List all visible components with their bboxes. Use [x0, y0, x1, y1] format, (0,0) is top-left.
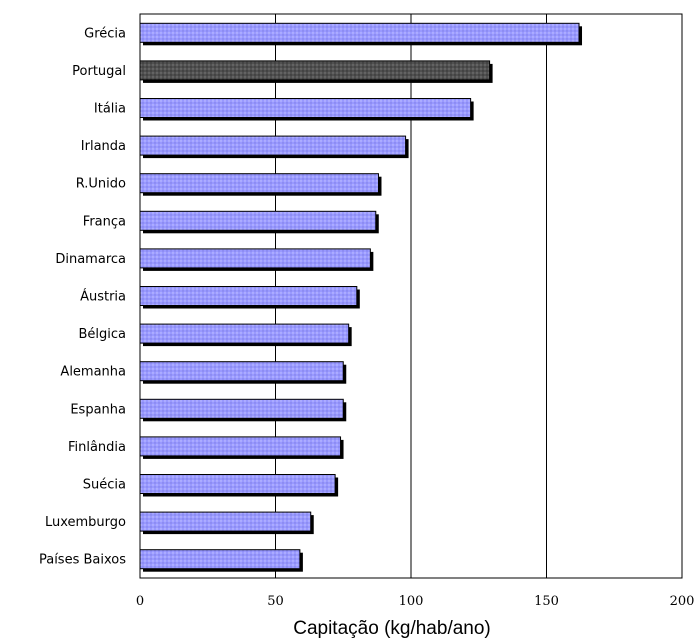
category-label: Áustria: [80, 289, 126, 305]
category-label: Dinamarca: [55, 252, 126, 267]
x-tick-label: 150: [534, 594, 559, 609]
x-tick-label: 50: [267, 594, 284, 609]
plot-frame: [139, 13, 683, 579]
bar-dinamarca: [139, 248, 371, 269]
bar-luxemburgo: [139, 511, 312, 532]
category-label: Itália: [94, 102, 126, 117]
category-label: Finlândia: [68, 440, 126, 455]
category-label: Alemanha: [60, 365, 126, 380]
category-label: Irlanda: [81, 139, 126, 154]
bar-alemanha: [139, 361, 344, 382]
bar-r-unido: [139, 173, 379, 194]
bar-espanha: [139, 398, 344, 419]
bar-pa-ses-baixos: [139, 549, 301, 570]
category-label: Grécia: [84, 26, 126, 41]
x-tick-labels: 0 50 100 150 200: [136, 594, 695, 609]
bar-finl-ndia: [139, 436, 342, 457]
bar-b-lgica: [139, 323, 350, 344]
category-label: Suécia: [83, 478, 126, 493]
bar-portugal: [139, 60, 491, 81]
bar-it-lia: [139, 98, 472, 118]
x-tick-label: 0: [136, 594, 144, 609]
x-axis-title: Capitação (kg/hab/ano): [293, 618, 491, 639]
category-label: Países Baixos: [39, 553, 126, 568]
x-tick-label: 100: [399, 594, 424, 609]
category-label: R.Unido: [76, 177, 126, 192]
x-tick-label: 200: [670, 594, 695, 609]
bar-irlanda: [139, 135, 407, 156]
bar-su-cia: [139, 474, 336, 494]
category-label: França: [83, 214, 126, 229]
bar-gr-cia: [139, 22, 580, 43]
bars: [139, 22, 583, 572]
category-label: Luxemburgo: [45, 515, 126, 530]
category-label: Bélgica: [78, 327, 126, 342]
category-label: Portugal: [72, 64, 126, 79]
bar-fran-a: [139, 210, 377, 231]
category-labels: Grécia Portugal Itália Irlanda R.Unido França…: [39, 26, 126, 567]
category-label: Espanha: [70, 402, 126, 417]
bar--ustria: [139, 286, 358, 306]
